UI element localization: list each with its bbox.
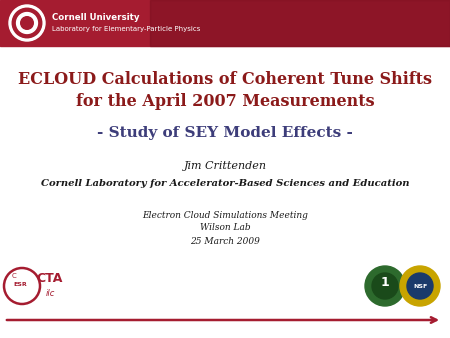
Bar — [150, 0, 450, 46]
Circle shape — [12, 8, 42, 38]
Text: C: C — [12, 273, 16, 279]
Text: 25 March 2009: 25 March 2009 — [190, 237, 260, 245]
Bar — [0, 0, 450, 46]
Text: - Study of SEY Model Effects -: - Study of SEY Model Effects - — [97, 126, 353, 140]
Circle shape — [21, 17, 33, 29]
Text: Jim Crittenden: Jim Crittenden — [184, 161, 266, 171]
Circle shape — [400, 266, 440, 306]
Text: ilc: ilc — [45, 290, 55, 298]
Text: NSF: NSF — [413, 284, 427, 289]
Text: 1: 1 — [381, 275, 389, 289]
Text: Laboratory for Elementary-Particle Physics: Laboratory for Elementary-Particle Physi… — [52, 26, 200, 32]
Text: ECLOUD Calculations of Coherent Tune Shifts: ECLOUD Calculations of Coherent Tune Shi… — [18, 72, 432, 89]
Circle shape — [17, 13, 37, 33]
Text: for the April 2007 Measurements: for the April 2007 Measurements — [76, 93, 374, 110]
Text: ESR: ESR — [13, 282, 27, 287]
Text: CTA: CTA — [37, 271, 63, 285]
Circle shape — [365, 266, 405, 306]
Text: Wilson Lab: Wilson Lab — [200, 223, 250, 233]
Text: Cornell Laboratory for Accelerator-Based Sciences and Education: Cornell Laboratory for Accelerator-Based… — [41, 178, 409, 188]
Text: Electron Cloud Simulations Meeting: Electron Cloud Simulations Meeting — [142, 211, 308, 219]
Circle shape — [372, 273, 398, 299]
Text: Cornell University: Cornell University — [52, 14, 140, 23]
Circle shape — [9, 5, 45, 41]
Circle shape — [407, 273, 433, 299]
